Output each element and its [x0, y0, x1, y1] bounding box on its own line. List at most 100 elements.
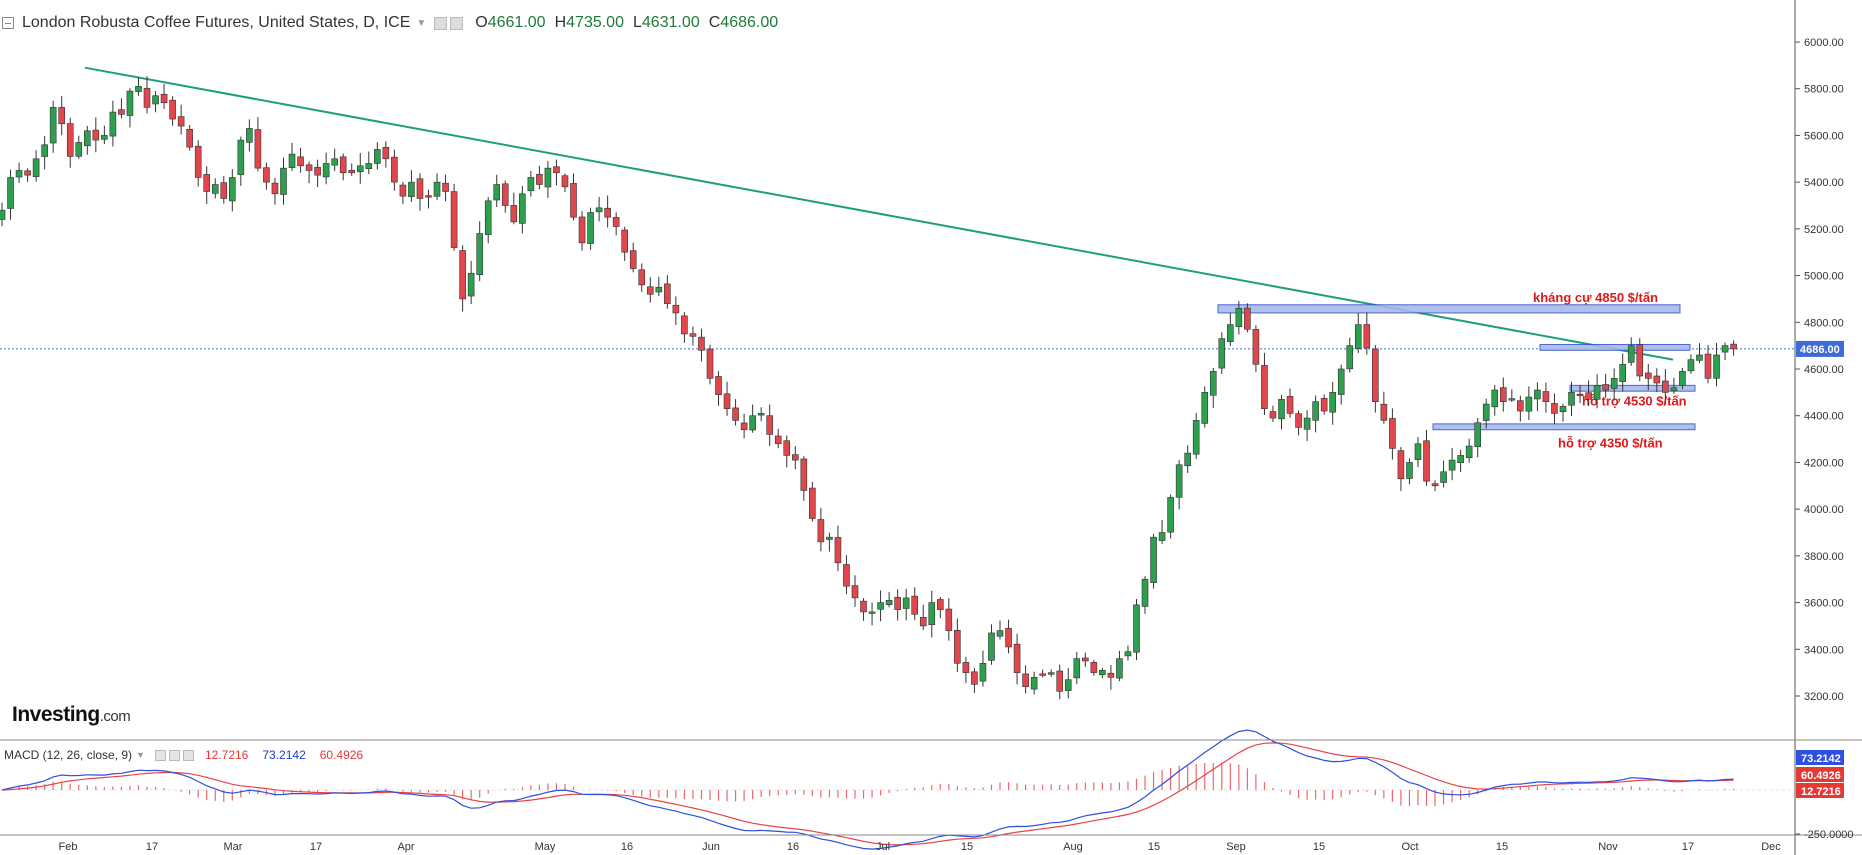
candle [604, 195, 611, 228]
candle [348, 163, 356, 176]
candle-body [348, 170, 356, 174]
candle-body [1517, 400, 1524, 412]
candle [544, 161, 552, 198]
candle-body [1636, 344, 1644, 377]
candle [945, 598, 953, 641]
candle [305, 161, 313, 184]
candle-body [1047, 672, 1055, 675]
candle [1372, 345, 1379, 413]
y-tick-label: 5800.00 [1804, 84, 1844, 96]
candle [92, 117, 100, 153]
y-tick-label: 3600.00 [1804, 598, 1844, 610]
candle-body [1730, 343, 1737, 350]
candle-body [1252, 329, 1260, 365]
candle [962, 656, 970, 683]
candle [1431, 480, 1439, 492]
annotation-support-4530: hỗ trợ 4530 $/tấn [1582, 394, 1687, 409]
x-tick-label: 16 [621, 841, 633, 853]
candle-body [1278, 399, 1285, 420]
candle-body [655, 286, 663, 293]
gear-icon[interactable] [450, 16, 464, 30]
candle [7, 169, 14, 220]
investing-logo[interactable]: Investing.com [12, 703, 131, 726]
candle [1167, 494, 1174, 539]
candle [1278, 395, 1285, 430]
candle-body [7, 177, 14, 209]
candle [433, 173, 441, 201]
x-tick-label: Apr [397, 841, 414, 853]
candle-body [459, 250, 466, 300]
candle-body [194, 145, 202, 178]
candle-body [1303, 417, 1311, 430]
candle [1414, 437, 1422, 467]
candle-body [945, 608, 953, 631]
candle [1354, 312, 1362, 353]
candle [1559, 403, 1567, 422]
candle-body [1414, 443, 1422, 460]
candle [177, 104, 185, 135]
candle-body [689, 333, 697, 337]
candle-body [570, 183, 577, 218]
candle-body [1465, 445, 1473, 459]
candle [246, 119, 253, 152]
candle [220, 176, 228, 204]
candle [1116, 650, 1123, 682]
candle-body [501, 183, 509, 206]
candle [416, 173, 424, 211]
candle [698, 328, 705, 362]
candle-body [1687, 359, 1695, 372]
candle [570, 173, 577, 221]
candle [1175, 460, 1183, 510]
candle-body [1372, 348, 1379, 402]
candle-body [1593, 385, 1601, 400]
candle [1499, 377, 1507, 412]
candle [1585, 380, 1592, 406]
macd-tag-3: 60.4926 [1801, 770, 1841, 782]
candle-body [1124, 651, 1132, 657]
candle [766, 404, 774, 446]
close-icon[interactable] [182, 749, 194, 761]
candle-body [126, 90, 134, 116]
macd-value-2: 73.2142 [262, 748, 306, 762]
ohlc-high: H4735.00 [554, 14, 624, 31]
chevron-down-icon[interactable]: ▼ [416, 17, 427, 29]
candle-body [1337, 368, 1345, 395]
candle-body [1346, 345, 1354, 370]
candle [834, 525, 842, 572]
chevron-down-icon[interactable]: ▼ [136, 750, 145, 760]
candle [1141, 576, 1149, 614]
candle [84, 125, 91, 155]
settings-icon[interactable] [168, 749, 180, 761]
y-tick-label: 3800.00 [1804, 551, 1844, 563]
candle [1440, 460, 1447, 488]
y-tick-label: 4200.00 [1804, 457, 1844, 469]
candle [203, 166, 211, 204]
candle-body [1619, 364, 1626, 382]
candle [1013, 633, 1021, 685]
candle-body [962, 662, 970, 673]
candle [1389, 408, 1396, 460]
candle-body [399, 184, 407, 197]
candle-body [1696, 354, 1703, 361]
candle [612, 212, 620, 236]
x-tick-label: Sep [1226, 841, 1246, 853]
collapse-icon[interactable] [2, 17, 14, 29]
visibility-icon[interactable] [154, 749, 166, 761]
signal-line [1, 742, 1734, 846]
settings-icon[interactable] [434, 16, 448, 30]
candle-body [152, 95, 159, 105]
candle [1329, 381, 1336, 425]
candle-body [988, 632, 995, 661]
candle [783, 435, 791, 468]
candle [1133, 599, 1140, 661]
candle-body [1440, 471, 1447, 483]
candle-body [681, 315, 688, 335]
candle-body [1542, 391, 1550, 402]
candle-body [1448, 459, 1456, 471]
candle-body [1644, 372, 1652, 379]
candle [681, 312, 688, 343]
candle-body [66, 123, 74, 157]
candle-body [177, 116, 185, 127]
candle [425, 189, 432, 209]
